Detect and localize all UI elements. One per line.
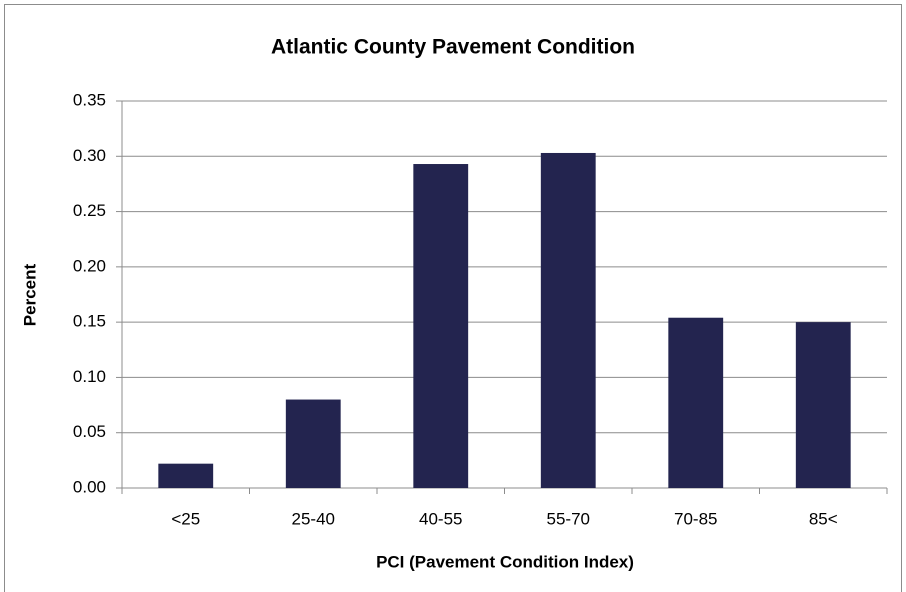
bar bbox=[540, 152, 596, 488]
x-tick-label: 70-85 bbox=[674, 509, 717, 528]
y-axis-label: Percent bbox=[20, 263, 39, 326]
x-axis-label: PCI (Pavement Condition Index) bbox=[376, 552, 634, 571]
chart-title: Atlantic County Pavement Condition bbox=[271, 36, 635, 59]
x-tick-label: 40-55 bbox=[419, 509, 462, 528]
x-tick-label: 85< bbox=[809, 509, 838, 528]
y-tick-label: 0.35 bbox=[73, 90, 106, 109]
x-tick-label: 25-40 bbox=[292, 509, 335, 528]
y-tick-label: 0.30 bbox=[73, 146, 106, 165]
bar bbox=[413, 164, 469, 489]
bar bbox=[285, 399, 341, 488]
x-tick-label: 55-70 bbox=[547, 509, 590, 528]
y-tick-label: 0.20 bbox=[73, 256, 106, 275]
y-tick-label: 0.25 bbox=[73, 201, 106, 220]
y-tick-label: 0.00 bbox=[73, 477, 106, 496]
bar bbox=[795, 322, 851, 488]
bar bbox=[158, 463, 214, 488]
y-tick-label: 0.10 bbox=[73, 367, 106, 386]
x-tick-label: <25 bbox=[171, 509, 200, 528]
bar bbox=[668, 317, 724, 488]
y-tick-label: 0.15 bbox=[73, 312, 106, 331]
y-tick-label: 0.05 bbox=[73, 422, 106, 441]
